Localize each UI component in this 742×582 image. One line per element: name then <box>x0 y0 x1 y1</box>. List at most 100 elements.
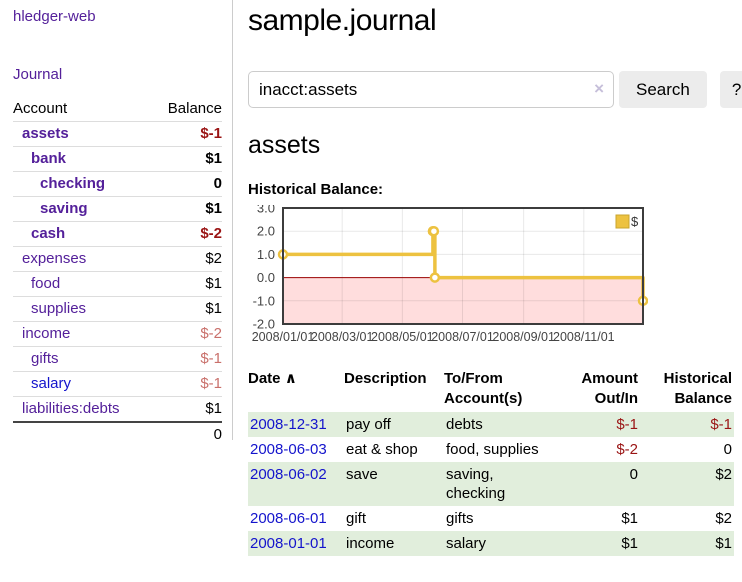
account-tree: Account Balance assets $-1 bank $1 checking 0… <box>13 97 222 447</box>
account-balance: $1 <box>151 146 222 172</box>
account-link[interactable]: salary <box>31 375 72 392</box>
account-row: checking 0 <box>13 171 222 197</box>
account-balance: $-2 <box>151 321 222 347</box>
transaction-accounts: debts <box>446 416 483 433</box>
transaction-balance: $2 <box>715 510 732 527</box>
account-link[interactable]: gifts <box>31 350 59 367</box>
transaction-description: income <box>346 535 395 552</box>
account-link[interactable]: bank <box>31 150 67 167</box>
svg-text:0.0: 0.0 <box>257 270 275 285</box>
svg-text:2008/09/01: 2008/09/01 <box>492 330 555 344</box>
transaction-date-link[interactable]: 2008-06-03 <box>250 441 327 458</box>
account-balance: $1 <box>151 396 222 423</box>
transaction-amount: $1 <box>621 510 638 527</box>
transaction-row: 2008-12-31 pay off debts $-1 $-1 <box>248 412 734 437</box>
transaction-date-link[interactable]: 2008-06-01 <box>250 510 327 527</box>
page-title: sample.journal <box>248 4 437 37</box>
account-balance: $1 <box>151 296 222 322</box>
transaction-date-link[interactable]: 2008-12-31 <box>250 416 327 433</box>
account-row: food $1 <box>13 271 222 297</box>
transaction-accounts: food, supplies <box>446 441 539 458</box>
transaction-row: 2008-06-02 save saving, checking 0 $2 <box>248 462 734 506</box>
account-link[interactable]: saving <box>40 200 88 217</box>
svg-text:2008/03/01: 2008/03/01 <box>311 330 374 344</box>
transaction-balance: 0 <box>723 441 732 458</box>
transaction-balance: $-1 <box>710 416 732 433</box>
account-balance: $-2 <box>151 221 222 247</box>
account-link[interactable]: checking <box>40 175 106 192</box>
svg-text:-2.0: -2.0 <box>253 317 275 332</box>
register-body: 2008-12-31 pay off debts $-1 $-1 2008-06-03 ea… <box>248 412 734 556</box>
account-link[interactable]: liabilities:debts <box>22 400 120 417</box>
transaction-description: save <box>346 466 378 483</box>
account-balance: $-1 <box>151 121 222 147</box>
transaction-row: 2008-06-01 gift gifts $1 $2 <box>248 506 734 531</box>
svg-text:-1.0: -1.0 <box>253 293 275 308</box>
account-balance: $2 <box>151 246 222 272</box>
account-link[interactable]: assets <box>22 125 69 142</box>
column-header-date[interactable]: Date ∧ <box>248 370 297 387</box>
transaction-accounts: saving, checking <box>446 466 506 502</box>
historical-balance-chart-svg: $3.0 2.0 1.0 0.0 -1.0 -2.02008/01/012008/03/0… <box>252 201 649 344</box>
account-row: expenses $2 <box>13 246 222 272</box>
main-content: sample.journal × Search ? assets Histori… <box>248 0 742 556</box>
account-row: gifts $-1 <box>13 346 222 372</box>
transaction-accounts: salary <box>446 535 487 552</box>
transaction-row: 2008-01-01 income salary $1 $1 <box>248 531 734 556</box>
help-button[interactable]: ? <box>719 71 742 108</box>
account-link[interactable]: expenses <box>22 250 87 267</box>
transaction-description: gift <box>346 510 367 527</box>
account-row: assets $-1 <box>13 121 222 147</box>
account-column-header: Account <box>13 97 152 122</box>
account-row: cash $-2 <box>13 221 222 247</box>
transaction-description: eat & shop <box>346 441 418 458</box>
clear-search-icon[interactable]: × <box>594 79 604 98</box>
account-link[interactable]: food <box>31 275 61 292</box>
search-input[interactable] <box>248 71 614 108</box>
account-balance: 0 <box>151 171 222 197</box>
transaction-date-link[interactable]: 2008-06-02 <box>250 466 327 483</box>
account-balance: $-1 <box>151 371 222 397</box>
column-header-description: Description <box>344 370 427 387</box>
svg-text:2008/07/01: 2008/07/01 <box>431 330 494 344</box>
app-brand-link[interactable]: hledger-web <box>13 8 96 25</box>
account-link[interactable]: income <box>22 325 71 342</box>
transaction-balance: $2 <box>715 466 732 483</box>
transaction-accounts: gifts <box>446 510 474 527</box>
account-row: bank $1 <box>13 146 222 172</box>
account-balance: $1 <box>151 271 222 297</box>
column-header-balance: Historical Balance <box>663 370 732 407</box>
register-table: Date ∧ Description To/From Account(s) Am… <box>248 367 734 556</box>
svg-text:2.0: 2.0 <box>257 224 275 239</box>
transaction-amount: $1 <box>621 535 638 552</box>
account-link[interactable]: supplies <box>31 300 87 317</box>
transaction-amount: 0 <box>629 466 638 483</box>
account-row: supplies $1 <box>13 296 222 322</box>
transaction-row: 2008-06-03 eat & shop food, supplies $-2 0 <box>248 437 734 462</box>
svg-text:2008/01/01: 2008/01/01 <box>252 330 315 344</box>
column-header-accounts: To/From Account(s) <box>444 370 523 407</box>
account-row: saving $1 <box>13 196 222 222</box>
transaction-date-link[interactable]: 2008-01-01 <box>250 535 327 552</box>
account-link[interactable]: cash <box>31 225 66 242</box>
account-row: income $-2 <box>13 321 222 347</box>
search-button[interactable]: Search <box>619 71 707 108</box>
sort-ascending-icon: ∧ <box>284 370 297 387</box>
historical-balance-chart: $3.0 2.0 1.0 0.0 -1.0 -2.0 2008/01/01 2008/03/0… <box>246 201 742 350</box>
account-row: salary $-1 <box>13 371 222 397</box>
svg-text:$: $ <box>631 214 639 229</box>
chart-title: Historical Balance: <box>248 181 384 198</box>
account-total-value: 0 <box>151 421 222 447</box>
svg-text:1.0: 1.0 <box>257 247 275 262</box>
transaction-balance: $1 <box>715 535 732 552</box>
balance-column-header: Balance <box>151 97 222 122</box>
account-total-row: 0 <box>13 421 222 447</box>
svg-text:3.0: 3.0 <box>257 205 275 216</box>
account-balance: $-1 <box>151 346 222 372</box>
sidebar: hledger-web Journal Account Balance asse… <box>0 0 233 582</box>
transaction-amount: $-2 <box>616 441 638 458</box>
account-balance: $1 <box>151 196 222 222</box>
search-bar: × Search ? <box>248 71 742 108</box>
column-header-amount: Amount Out/In <box>581 370 638 407</box>
nav-journal-link[interactable]: Journal <box>13 66 63 83</box>
